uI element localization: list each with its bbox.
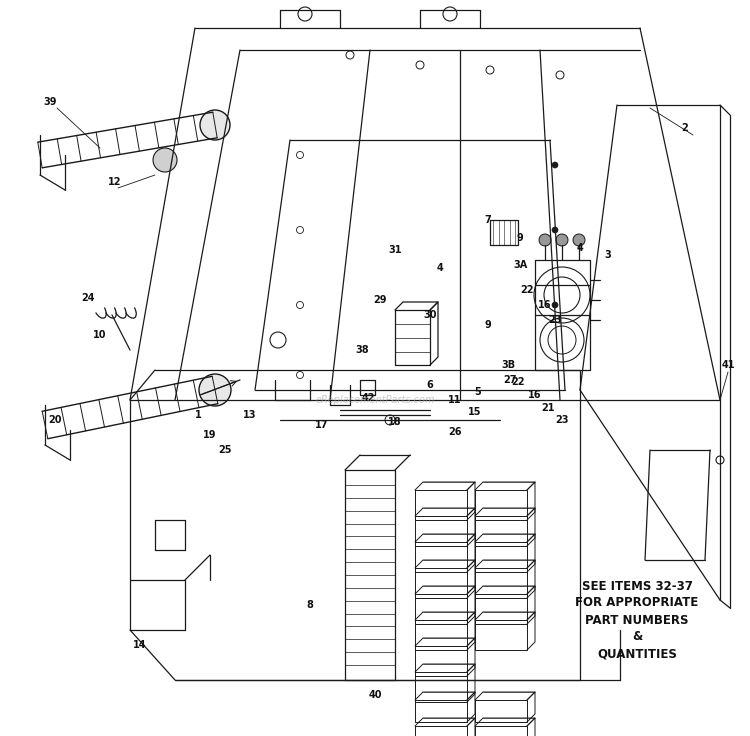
Text: 21: 21 xyxy=(542,403,555,413)
Text: 16: 16 xyxy=(528,390,542,400)
Text: 42: 42 xyxy=(362,393,375,403)
Text: 5: 5 xyxy=(475,387,482,397)
Text: 19: 19 xyxy=(203,430,217,440)
Text: 4: 4 xyxy=(577,243,584,253)
Text: 20: 20 xyxy=(48,415,62,425)
Text: 7: 7 xyxy=(484,215,491,225)
Text: 3: 3 xyxy=(604,250,611,260)
Text: 30: 30 xyxy=(423,310,436,320)
Text: 29: 29 xyxy=(374,295,387,305)
Text: 38: 38 xyxy=(356,345,369,355)
Text: 2: 2 xyxy=(682,123,688,133)
Text: 16: 16 xyxy=(538,300,552,310)
Text: 6: 6 xyxy=(427,380,433,390)
Text: 14: 14 xyxy=(134,640,147,650)
Circle shape xyxy=(552,227,558,233)
Text: 40: 40 xyxy=(368,690,382,700)
Text: 25: 25 xyxy=(218,445,232,455)
Text: 41: 41 xyxy=(722,360,735,370)
Text: 8: 8 xyxy=(307,600,314,610)
Text: 9: 9 xyxy=(517,233,524,243)
Text: 18: 18 xyxy=(388,417,402,427)
Text: 31: 31 xyxy=(388,245,402,255)
Circle shape xyxy=(153,148,177,172)
Text: 22: 22 xyxy=(520,285,534,295)
Circle shape xyxy=(539,234,551,246)
Text: eReplacementParts.com: eReplacementParts.com xyxy=(315,395,435,405)
Text: 3B: 3B xyxy=(501,360,515,370)
Text: 10: 10 xyxy=(93,330,106,340)
Text: SEE ITEMS 32-37
FOR APPROPRIATE
PART NUMBERS
&
QUANTITIES: SEE ITEMS 32-37 FOR APPROPRIATE PART NUM… xyxy=(575,579,699,660)
Text: 15: 15 xyxy=(468,407,482,417)
Circle shape xyxy=(200,110,230,140)
Circle shape xyxy=(199,374,231,406)
Text: 23: 23 xyxy=(548,315,562,325)
Text: 3A: 3A xyxy=(513,260,527,270)
Text: 12: 12 xyxy=(108,177,122,187)
Text: 24: 24 xyxy=(81,293,94,303)
Text: 22: 22 xyxy=(512,377,525,387)
Circle shape xyxy=(443,7,457,21)
Circle shape xyxy=(556,234,568,246)
Text: 1: 1 xyxy=(195,410,201,420)
Text: 39: 39 xyxy=(44,97,57,107)
Text: 9: 9 xyxy=(484,320,491,330)
Text: 26: 26 xyxy=(448,427,462,437)
Circle shape xyxy=(298,7,312,21)
Text: 11: 11 xyxy=(448,395,462,405)
Text: 17: 17 xyxy=(315,420,328,430)
Circle shape xyxy=(573,234,585,246)
Text: 27: 27 xyxy=(503,375,517,385)
Text: 23: 23 xyxy=(555,415,568,425)
Circle shape xyxy=(552,302,558,308)
Circle shape xyxy=(270,332,286,348)
Circle shape xyxy=(552,162,558,168)
Text: 4: 4 xyxy=(436,263,443,273)
Text: 13: 13 xyxy=(243,410,256,420)
